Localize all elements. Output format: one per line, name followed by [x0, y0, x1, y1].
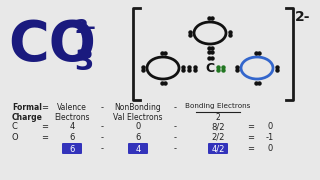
Text: -: -: [173, 133, 177, 142]
Text: =: =: [42, 103, 49, 112]
Text: =: =: [247, 122, 254, 131]
Text: C: C: [205, 62, 215, 75]
Text: 4: 4: [69, 122, 75, 131]
Text: Valence
Electrons: Valence Electrons: [54, 103, 90, 122]
Text: O: O: [12, 133, 19, 142]
Text: 2: 2: [216, 113, 220, 122]
Text: -: -: [100, 122, 103, 131]
Text: =: =: [247, 133, 254, 142]
Text: Formal
Charge: Formal Charge: [12, 103, 43, 122]
Text: -: -: [173, 103, 177, 112]
Text: 0: 0: [135, 122, 140, 131]
Text: -: -: [173, 144, 177, 153]
Text: 8/2: 8/2: [211, 122, 225, 131]
Text: 6: 6: [135, 133, 141, 142]
Text: -: -: [100, 144, 103, 153]
Text: 2-: 2-: [74, 18, 96, 37]
Text: -: -: [173, 122, 177, 131]
Text: 4: 4: [135, 145, 140, 154]
Text: 0: 0: [268, 144, 273, 153]
Text: CO: CO: [8, 18, 96, 72]
Text: 3: 3: [74, 48, 93, 76]
Text: 6: 6: [69, 145, 75, 154]
Text: 2/2: 2/2: [211, 133, 225, 142]
Text: 6: 6: [69, 133, 75, 142]
Text: 0: 0: [268, 122, 273, 131]
Text: Bonding Electrons: Bonding Electrons: [185, 103, 251, 109]
Text: =: =: [42, 122, 49, 131]
Text: =: =: [42, 133, 49, 142]
Text: =: =: [247, 144, 254, 153]
Text: 2-: 2-: [295, 10, 310, 24]
FancyBboxPatch shape: [208, 143, 228, 154]
Text: C: C: [12, 122, 18, 131]
Text: -: -: [100, 103, 103, 112]
Text: -: -: [100, 133, 103, 142]
FancyBboxPatch shape: [128, 143, 148, 154]
Text: -1: -1: [266, 133, 274, 142]
FancyBboxPatch shape: [62, 143, 82, 154]
Text: NonBonding
Val Electrons: NonBonding Val Electrons: [113, 103, 163, 122]
Text: 4/2: 4/2: [211, 145, 225, 154]
